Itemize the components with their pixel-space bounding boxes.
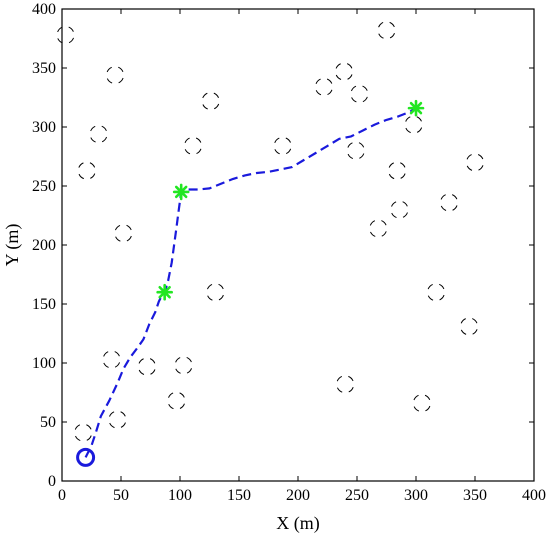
y-tick-label: 200 (32, 237, 56, 254)
obstacle-circle (137, 357, 156, 376)
y-tick-label: 150 (32, 296, 56, 313)
y-tick-label: 250 (32, 178, 56, 195)
waypoint-stroke (174, 185, 188, 199)
x-tick-label: 50 (113, 487, 129, 504)
obstacle-circle (404, 115, 423, 134)
obstacle-circle (106, 66, 125, 85)
x-tick-label: 0 (58, 487, 66, 504)
obstacle-circle (206, 283, 225, 302)
obstacle-circle (336, 375, 355, 394)
x-tick-label: 400 (522, 487, 546, 504)
obstacle-circle (167, 391, 186, 410)
x-tick-label: 200 (286, 487, 310, 504)
x-tick-label: 100 (168, 487, 192, 504)
obstacle-circle (74, 423, 93, 442)
obstacle-circle (102, 350, 121, 369)
start-marker (76, 447, 96, 467)
obstacle-circle (460, 317, 479, 336)
y-tick-label: 350 (32, 60, 56, 77)
markers (76, 99, 425, 467)
waypoint-stroke (158, 285, 171, 299)
x-tick-label: 300 (404, 487, 428, 504)
axis-ticks: 0 50 100 150 200 250 300 350 400 0 50 100 150 200 250 3… (32, 1, 546, 504)
plot-area (61, 8, 535, 482)
y-tick-label: 0 (48, 473, 56, 490)
obstacle-circle (89, 125, 108, 144)
x-axis-label: X (m) (276, 513, 320, 534)
obstacle-circle (114, 224, 133, 243)
waypoint-marker (156, 283, 173, 301)
obstacle-circle (412, 394, 431, 413)
obstacle-circle (335, 62, 354, 81)
obstacle-circle (350, 84, 369, 103)
x-tick-label: 150 (227, 487, 251, 504)
waypoint-stroke (409, 101, 423, 115)
obstacle-circle (108, 410, 127, 429)
y-tick-label: 300 (32, 119, 56, 136)
obstacle-circle (427, 283, 446, 302)
waypoint-marker (172, 183, 190, 201)
obstacle-circle (314, 77, 333, 96)
y-axis-label: Y (m) (2, 224, 23, 267)
obstacle-circle (201, 92, 220, 111)
waypoint-marker (407, 99, 425, 117)
obstacle-circle (77, 161, 96, 180)
x-tick-label: 350 (463, 487, 487, 504)
x-tick-label: 250 (345, 487, 369, 504)
y-tick-label: 100 (32, 355, 56, 372)
obstacle-circle (174, 356, 193, 375)
y-tick-label: 50 (40, 414, 56, 431)
y-tick-label: 400 (32, 1, 56, 18)
obstacle-circle (183, 136, 202, 155)
